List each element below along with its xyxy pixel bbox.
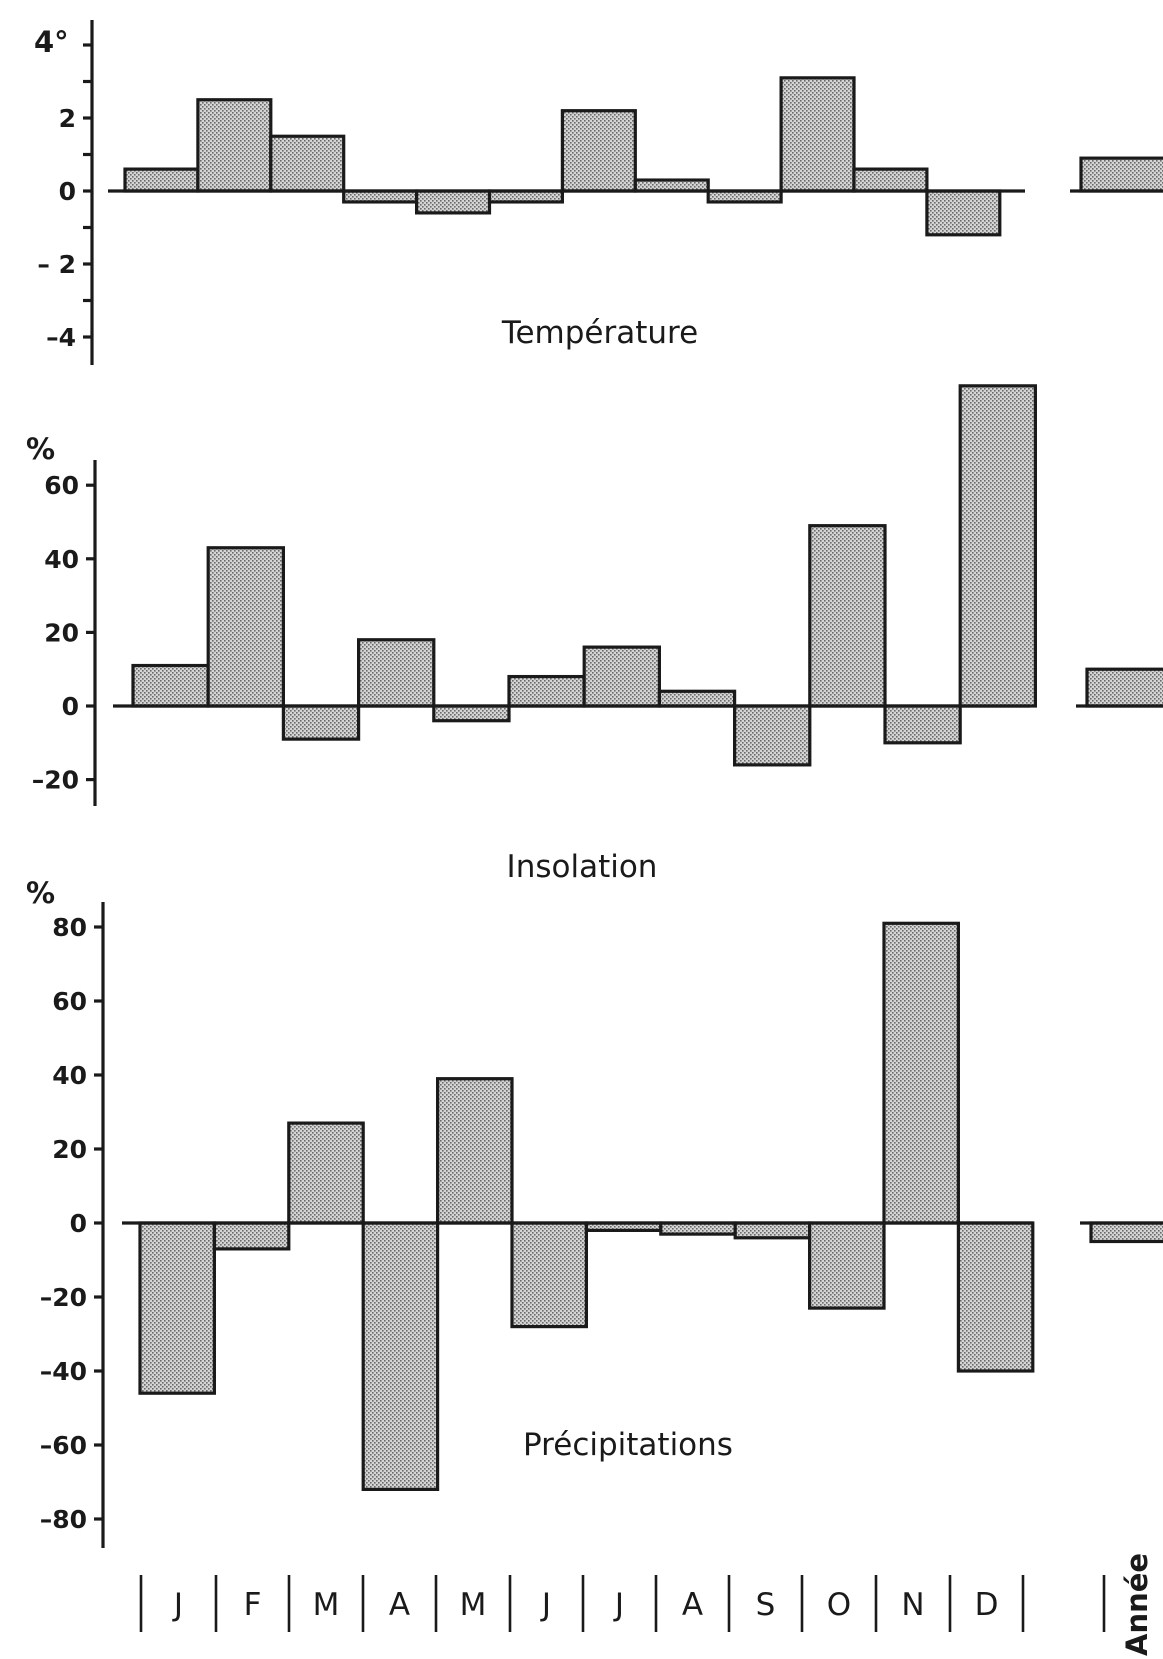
precipitations-tick-label: –20 [40, 1283, 87, 1312]
panel-precipitations: % 80 60 40 20 0 –20 –40 –60 –80 Précipitations [26, 876, 1163, 1548]
month-label-5: M [460, 1587, 487, 1623]
month-label-2: F [244, 1587, 262, 1623]
temperature-bar-f-2 [196, 98, 273, 193]
precipitations-bar-m-5 [436, 1077, 514, 1225]
temperature-bar-a-4 [342, 189, 419, 204]
temperature-tick-label: – 2 [37, 250, 76, 279]
insolation-year-bar [1085, 667, 1163, 708]
precipitations-bar-m-3 [287, 1121, 365, 1225]
insolation-bar-s-9 [732, 704, 812, 767]
insolation-bars [113, 384, 1038, 767]
temperature-bar-j-1 [123, 167, 200, 193]
precipitations-tick-label: –60 [40, 1431, 87, 1460]
insolation-tick-label: 60 [44, 471, 79, 500]
month-label-11: N [901, 1587, 924, 1623]
temperature-tick-label: 2 [59, 104, 76, 133]
temperature-year-bar [1070, 156, 1163, 193]
precipitations-year-bar [1089, 1221, 1163, 1244]
insolation-bar-d-12 [958, 384, 1038, 708]
precipitations-ticks: 80 60 40 20 0 –20 –40 –60 –80 [40, 913, 103, 1534]
month-label-6: J [540, 1587, 551, 1623]
temperature-bar-a-8 [633, 178, 710, 193]
precipitations-bar-o-10 [807, 1221, 886, 1310]
month-label-1: J [172, 1587, 183, 1623]
precipitations-bar-f-2 [212, 1221, 291, 1251]
insolation-bar-j-1 [131, 663, 210, 708]
precipitations-tick-label: 60 [52, 987, 87, 1016]
temperature-year-bar [1079, 156, 1163, 193]
insolation-ticks: 60 40 20 0 –20 [32, 471, 95, 795]
insolation-bar-a-4 [357, 638, 436, 708]
temperature-bar-n-11 [852, 167, 929, 193]
month-label-8: A [682, 1587, 703, 1623]
month-label-9: S [756, 1587, 776, 1623]
precipitations-tick-label: 40 [52, 1061, 87, 1090]
precipitations-tick-label: 0 [70, 1209, 87, 1238]
insolation-title: Insolation [507, 849, 658, 885]
month-label-10: O [827, 1587, 851, 1623]
insolation-tick-label: –20 [32, 766, 79, 795]
precipitations-bar-s-9 [733, 1221, 812, 1240]
temperature-bar-s-9 [706, 189, 783, 204]
panel-temperature: 4° 2 0 – 2 –4 Température [34, 20, 1163, 365]
precipitations-tick-label: –80 [40, 1505, 87, 1534]
temperature-bar-o-10 [779, 76, 856, 193]
temperature-bar-d-12 [925, 189, 1002, 237]
temperature-ticks: 2 0 – 2 –4 [37, 43, 92, 352]
month-label-7: J [613, 1587, 624, 1623]
insolation-tick-label: 40 [44, 545, 79, 574]
precipitations-bar-a-4 [361, 1221, 440, 1491]
temperature-tick-label: 0 [59, 177, 76, 206]
year-label: Année [1120, 1553, 1154, 1656]
precipitations-tick-label: –40 [40, 1357, 87, 1386]
precipitations-bar-d-12 [956, 1221, 1035, 1373]
precipitations-unit-label: % [26, 876, 55, 910]
insolation-bar-j-7 [582, 645, 662, 708]
precipitations-bar-a-8 [659, 1221, 737, 1236]
insolation-bar-f-2 [206, 546, 285, 708]
precipitations-bar-n-11 [882, 921, 961, 1225]
month-label-12: D [975, 1587, 999, 1623]
precipitations-tick-label: 80 [52, 913, 87, 942]
precipitations-bar-j-6 [510, 1221, 589, 1329]
insolation-bar-j-6 [507, 674, 586, 708]
month-label-3: M [313, 1587, 340, 1623]
precipitations-tick-label: 20 [52, 1135, 87, 1164]
temperature-tick-label: –4 [46, 323, 76, 352]
insolation-bar-o-10 [808, 524, 887, 708]
temperature-unit-label: 4° [34, 25, 69, 59]
temperature-bar-j-6 [487, 189, 565, 204]
precipitations-title: Précipitations [523, 1427, 733, 1463]
precipitations-year-bar [1080, 1221, 1163, 1244]
insolation-unit-label: % [26, 432, 55, 466]
insolation-tick-label: 0 [62, 692, 79, 721]
precipitations-bars [122, 921, 1035, 1491]
month-label-4: A [389, 1587, 410, 1623]
panel-insolation: % 60 40 20 0 –20 Insolation [26, 384, 1163, 885]
insolation-year-bar [1076, 667, 1163, 708]
temperature-bar-j-7 [560, 109, 637, 193]
temperature-title: Température [501, 315, 698, 351]
insolation-tick-label: 20 [44, 618, 79, 647]
temperature-bars [108, 76, 1025, 237]
insolation-bar-a-8 [657, 689, 737, 708]
temperature-bar-m-3 [269, 134, 346, 193]
precipitations-bar-j-1 [138, 1221, 217, 1395]
insolation-bar-m-3 [281, 704, 361, 741]
insolation-bar-n-11 [883, 704, 962, 745]
temperature-bar-m-5 [415, 189, 492, 215]
insolation-bar-m-5 [432, 704, 511, 723]
